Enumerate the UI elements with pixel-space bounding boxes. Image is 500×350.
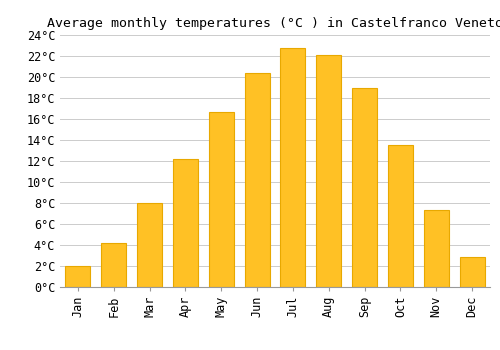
Bar [137,203,162,287]
Bar [244,73,270,287]
Bar [173,159,198,287]
Bar [352,88,377,287]
Bar [208,112,234,287]
Bar [424,210,449,287]
Title: Average monthly temperatures (°C ) in Castelfranco Veneto: Average monthly temperatures (°C ) in Ca… [47,17,500,30]
Bar [388,145,413,287]
Bar [101,243,126,287]
Bar [280,48,305,287]
Bar [460,257,484,287]
Bar [316,55,342,287]
Bar [66,266,90,287]
